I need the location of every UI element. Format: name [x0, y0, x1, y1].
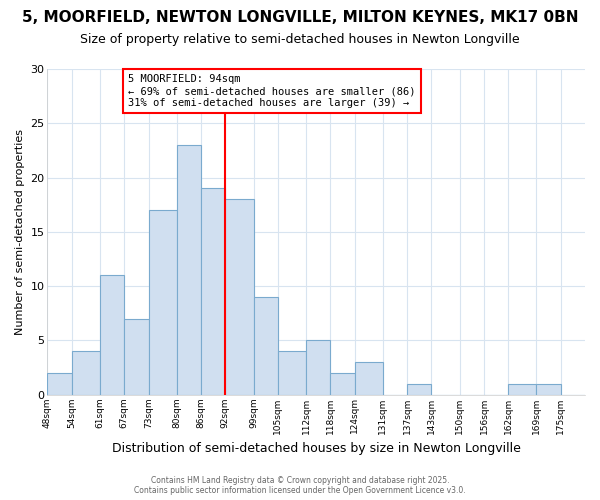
- Bar: [355, 362, 383, 394]
- Bar: [278, 351, 306, 395]
- Bar: [536, 384, 561, 394]
- Bar: [407, 384, 431, 394]
- Bar: [100, 275, 124, 394]
- Bar: [254, 297, 278, 394]
- Bar: [149, 210, 177, 394]
- Bar: [72, 351, 100, 395]
- Bar: [201, 188, 225, 394]
- Bar: [47, 373, 72, 394]
- Bar: [508, 384, 536, 394]
- Text: 5 MOORFIELD: 94sqm
← 69% of semi-detached houses are smaller (86)
31% of semi-de: 5 MOORFIELD: 94sqm ← 69% of semi-detache…: [128, 74, 416, 108]
- Text: Size of property relative to semi-detached houses in Newton Longville: Size of property relative to semi-detach…: [80, 32, 520, 46]
- Y-axis label: Number of semi-detached properties: Number of semi-detached properties: [15, 129, 25, 335]
- Bar: [177, 145, 201, 394]
- Text: Contains HM Land Registry data © Crown copyright and database right 2025.
Contai: Contains HM Land Registry data © Crown c…: [134, 476, 466, 495]
- Text: 5, MOORFIELD, NEWTON LONGVILLE, MILTON KEYNES, MK17 0BN: 5, MOORFIELD, NEWTON LONGVILLE, MILTON K…: [22, 10, 578, 25]
- Bar: [124, 318, 149, 394]
- Bar: [306, 340, 331, 394]
- X-axis label: Distribution of semi-detached houses by size in Newton Longville: Distribution of semi-detached houses by …: [112, 442, 521, 455]
- Bar: [331, 373, 355, 394]
- Bar: [225, 199, 254, 394]
